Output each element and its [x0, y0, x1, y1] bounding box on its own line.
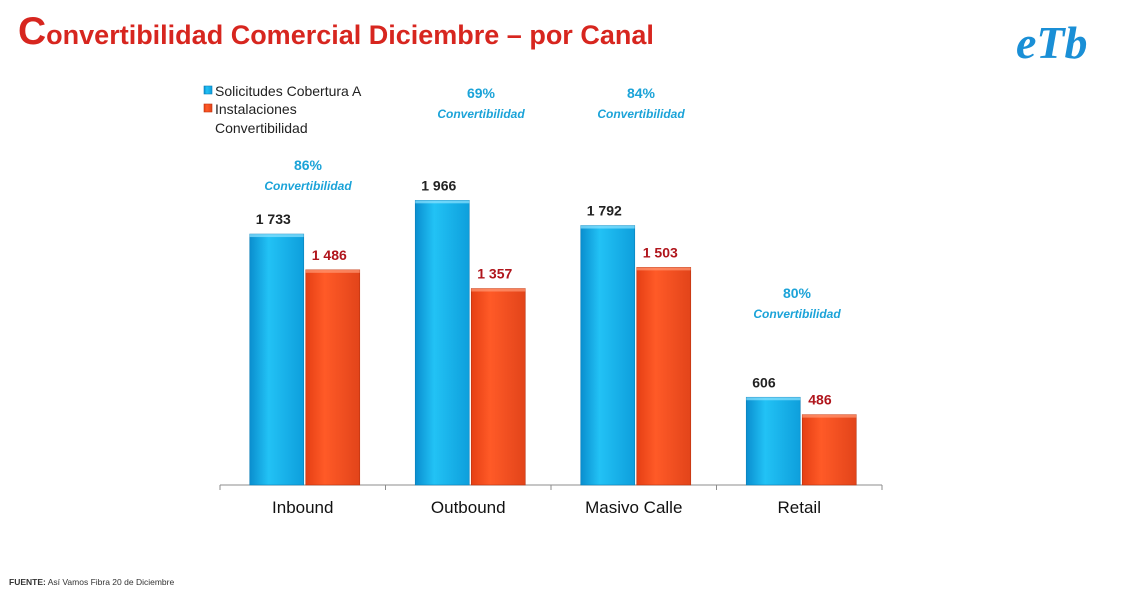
- legend-swatch-series-b: [203, 103, 213, 113]
- page-title: Convertibilidad Comercial Diciembre – po…: [18, 12, 654, 51]
- bar-solicitudes: [414, 200, 470, 486]
- conversion-value: 80%: [783, 285, 812, 301]
- bar-instalaciones: [470, 288, 526, 486]
- legend-label-series-b: Instalaciones: [215, 101, 297, 117]
- bar-instalaciones: [305, 269, 361, 486]
- title-initial: C: [18, 10, 47, 53]
- x-tick-label: Masivo Calle: [585, 498, 682, 517]
- bar-solicitudes: [580, 225, 636, 486]
- conversion-value: 84%: [627, 85, 656, 101]
- x-tick-label: Inbound: [272, 498, 333, 517]
- bar-highlight: [249, 234, 304, 238]
- conversion-value: 86%: [294, 157, 323, 173]
- data-label: 1 733: [256, 211, 291, 227]
- data-label: 1 792: [587, 203, 622, 219]
- legend-label-extra: Convertibilidad: [215, 120, 308, 136]
- bar-highlight: [580, 225, 635, 229]
- conversion-label: Convertibilidad: [264, 179, 352, 193]
- data-label: 1 503: [643, 244, 678, 260]
- source-label: FUENTE:: [9, 577, 46, 587]
- bar-highlight: [471, 288, 526, 292]
- x-tick-label: Outbound: [431, 498, 506, 517]
- data-label: 486: [808, 392, 832, 408]
- conversion-label: Convertibilidad: [597, 107, 685, 121]
- legend-swatch-series-a: [203, 85, 213, 95]
- bar-highlight: [305, 269, 360, 273]
- bar-instalaciones: [636, 267, 692, 486]
- legend-label-series-a: Solicitudes Cobertura A: [215, 83, 362, 99]
- etb-logo: eTb: [1016, 17, 1088, 68]
- bar-chart: Solicitudes Cobertura A Instalaciones Co…: [203, 83, 883, 517]
- x-tick-label: Retail: [778, 498, 821, 517]
- data-label: 1 966: [421, 177, 456, 193]
- bar-solicitudes: [745, 396, 801, 486]
- conversion-value: 69%: [467, 85, 496, 101]
- bar-highlight: [746, 397, 801, 401]
- plot-area: 1 733 1 486 Inbound 1 966 1 357 Outbound 1 792…: [219, 85, 883, 517]
- data-label: 1 357: [477, 266, 512, 282]
- title-rest: onvertibilidad Comercial Diciembre – por…: [46, 20, 654, 50]
- conversion-label: Convertibilidad: [753, 307, 841, 321]
- conversion-label: Convertibilidad: [437, 107, 525, 121]
- source-footer: FUENTE: Así Vamos Fibra 20 de Diciembre: [9, 577, 174, 587]
- chart-legend: Solicitudes Cobertura A Instalaciones Co…: [203, 83, 362, 136]
- bar-highlight: [802, 414, 857, 418]
- logo-lettering: eTb: [1016, 17, 1088, 68]
- data-label: 1 486: [312, 247, 347, 263]
- bar-instalaciones: [801, 414, 857, 486]
- source-text: Así Vamos Fibra 20 de Diciembre: [47, 577, 175, 587]
- bar-solicitudes: [249, 233, 305, 486]
- bar-highlight: [636, 267, 691, 271]
- bar-highlight: [415, 200, 470, 204]
- data-label: 606: [752, 374, 776, 390]
